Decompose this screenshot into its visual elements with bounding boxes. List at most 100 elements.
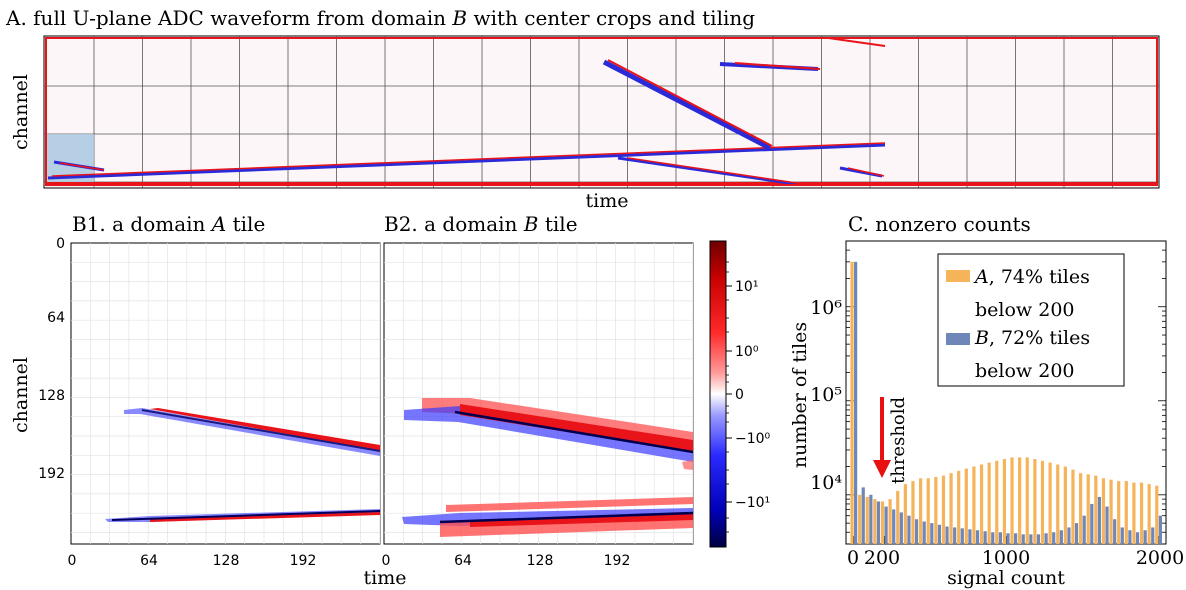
b2-upper-red-core — [460, 404, 693, 452]
threshold-annotation: threshold — [873, 397, 909, 484]
bar-series-b — [1021, 534, 1025, 544]
threshold-label: threshold — [888, 397, 909, 484]
track-diagonal-blue — [602, 59, 772, 151]
bar-series-a — [888, 499, 892, 544]
panel-a-ylabel: channel — [10, 74, 32, 150]
panel-b1-ylabel: channel — [10, 357, 32, 433]
bar-series-a — [949, 473, 953, 544]
bar-series-b — [1067, 527, 1071, 544]
bar-series-a — [1139, 482, 1144, 544]
bar-series-b — [892, 509, 896, 544]
bar-series-b — [998, 532, 1002, 544]
panel-a-title: A. full U-plane ADC waveform from domain… — [5, 6, 755, 30]
cb-tick-m10: −10¹ — [735, 495, 770, 511]
bar-series-b — [1105, 506, 1109, 544]
bar-series-a — [1002, 459, 1006, 544]
b1-lower-dark — [111, 510, 380, 521]
b1-ytick-192: 192 — [38, 466, 65, 482]
bar-series-a — [1010, 457, 1014, 544]
bar-series-b — [1044, 533, 1048, 544]
bar-series-a — [995, 460, 999, 544]
b1-xtick-128: 128 — [213, 553, 240, 569]
c-xtick-200: 200 — [864, 547, 900, 569]
bar-series-b — [884, 506, 888, 544]
bar-series-a — [1147, 484, 1151, 544]
bar-series-a — [911, 481, 915, 544]
bar-series-b — [922, 521, 926, 544]
panel-c-yticks: 10⁴ 10⁵ 10⁶ — [810, 297, 842, 494]
cb-tick-0: 0 — [735, 387, 744, 403]
b1-lower-red — [150, 512, 380, 522]
bar-series-b — [1014, 533, 1018, 544]
b2-lower-red-core — [470, 513, 693, 527]
bar-series-a — [1033, 459, 1037, 544]
panel-b2-tracks — [402, 398, 693, 537]
c-xtick-2000: 2000 — [1136, 547, 1184, 569]
bar-series-b — [983, 531, 987, 544]
bar-series-a — [1078, 473, 1083, 544]
bar-series-a — [858, 494, 862, 544]
panel-b1-xticks: 0 64 128 192 — [68, 553, 317, 569]
panel-b1-title: B1. a domain A tile — [72, 212, 265, 236]
legend-swatch-b — [946, 333, 970, 345]
bar-series-a — [1124, 481, 1128, 544]
threshold-arrow-head — [873, 460, 891, 478]
bar-series-a — [850, 261, 854, 544]
bar-series-b — [953, 527, 957, 544]
b2-lower-dark — [439, 511, 693, 524]
bar-series-b — [960, 528, 964, 544]
cb-tick-m1: −10⁰ — [735, 431, 771, 447]
colorbar-ticks: 10¹ 10⁰ 0 −10⁰ −10¹ — [726, 279, 771, 511]
bar-series-a — [1063, 466, 1067, 544]
bar-series-b — [1128, 530, 1132, 544]
panel-b2-xticks: 0 64 128 192 — [382, 553, 631, 569]
panel-c-xticks: 0 200 1000 2000 — [847, 547, 1184, 569]
bar-series-b — [1151, 527, 1155, 544]
bar-series-b — [899, 512, 903, 544]
c-ytick-1e6: 10⁶ — [810, 297, 842, 319]
bar-series-a — [972, 466, 976, 544]
panel-c: C. nonzero counts threshold A, 74% tiles… — [789, 212, 1184, 589]
b2-right-spot — [682, 460, 693, 470]
bar-series-a — [1040, 460, 1045, 544]
b2-upper-blue-halo — [404, 406, 693, 462]
bar-series-b — [991, 532, 995, 544]
bar-series-a — [873, 499, 877, 544]
bar-series-a — [964, 468, 968, 544]
c-ytick-1e4: 10⁴ — [810, 472, 842, 494]
bar-series-b — [861, 487, 865, 544]
legend: A, 74% tiles below 200 B, 72% tiles belo… — [937, 253, 1125, 387]
legend-label-a-line2: below 200 — [975, 299, 1075, 321]
panel-c-title: C. nonzero counts — [848, 212, 1031, 236]
bar-series-a — [880, 501, 885, 544]
track-upper-red — [734, 62, 821, 70]
panel-a-xlabel: time — [586, 190, 629, 212]
colorbar: 10¹ 10⁰ 0 −10⁰ −10¹ — [709, 240, 771, 548]
bar-series-b — [1120, 527, 1124, 544]
bar-series-b — [945, 526, 949, 544]
b1-xtick-0: 0 — [68, 553, 77, 569]
bar-series-b — [1006, 533, 1010, 544]
panel-b2: B2. a domain B tile 0 64 128 192 time — [364, 212, 694, 589]
bar-series-b — [876, 501, 881, 544]
b1-xtick-192: 192 — [290, 553, 317, 569]
bar-series-a — [934, 476, 938, 544]
panel-c-xlabel: signal count — [947, 567, 1065, 589]
bar-series-a — [1071, 469, 1075, 544]
bar-series-b — [1143, 530, 1147, 544]
bar-series-b — [1059, 530, 1063, 544]
bar-series-a — [1018, 457, 1022, 544]
b1-ytick-64: 64 — [47, 310, 65, 326]
b2-xtick-128: 128 — [527, 553, 554, 569]
panel-b1: B1. a domain A tile 0 64 128 192 0 64 12… — [10, 212, 381, 569]
track-short-left-red — [59, 162, 105, 171]
bar-series-b — [968, 529, 972, 544]
bar-series-a — [926, 478, 930, 544]
panel-b1-tracks — [105, 408, 380, 522]
bar-series-b — [914, 519, 919, 544]
bar-series-b — [1090, 503, 1094, 544]
track-diagonal-red — [607, 59, 773, 147]
c-xtick-0: 0 — [847, 547, 859, 569]
bar-series-a — [1056, 464, 1060, 544]
panel-a: A. full U-plane ADC waveform from domain… — [5, 6, 1160, 212]
